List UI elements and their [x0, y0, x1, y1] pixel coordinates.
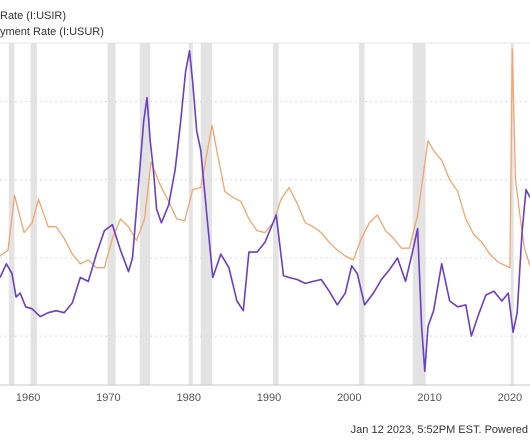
x-tick-label-2000: 2000 [337, 392, 361, 404]
legend-label-1: Rate (I:USIR) [0, 10, 67, 22]
legend: Rate (I:USIR) yment Rate (I:USUR) [0, 8, 104, 40]
recession-band-9 [412, 43, 426, 385]
legend-label-2: yment Rate (I:USUR) [0, 26, 104, 38]
x-axis: 1960 1970 1980 1990 2000 2010 2020 [0, 384, 530, 404]
x-tick-label-1990: 1990 [257, 392, 281, 404]
recession-band-2 [30, 43, 37, 385]
recession-band-10 [510, 43, 514, 385]
series-line-1 [0, 50, 530, 373]
x-tick-label-1970: 1970 [96, 392, 120, 404]
recession-band-3 [107, 43, 116, 385]
series-line-2 [0, 48, 530, 269]
gridlines [0, 42, 530, 337]
series-lines [0, 48, 530, 373]
x-tick-label-2010: 2010 [417, 392, 441, 404]
legend-item-1[interactable]: Rate (I:USIR) [0, 8, 104, 24]
x-tick-label-1960: 1960 [16, 392, 40, 404]
recession-band-8 [358, 43, 365, 385]
x-tick-label-1980: 1980 [176, 392, 200, 404]
x-tick-label-2020: 2020 [498, 392, 522, 404]
recession-bands [8, 43, 514, 385]
chart-footer-credit: Jan 12 2023, 5:52PM EST. Powered [350, 424, 528, 436]
recession-band-5 [188, 43, 193, 385]
legend-item-2[interactable]: yment Rate (I:USUR) [0, 24, 104, 40]
